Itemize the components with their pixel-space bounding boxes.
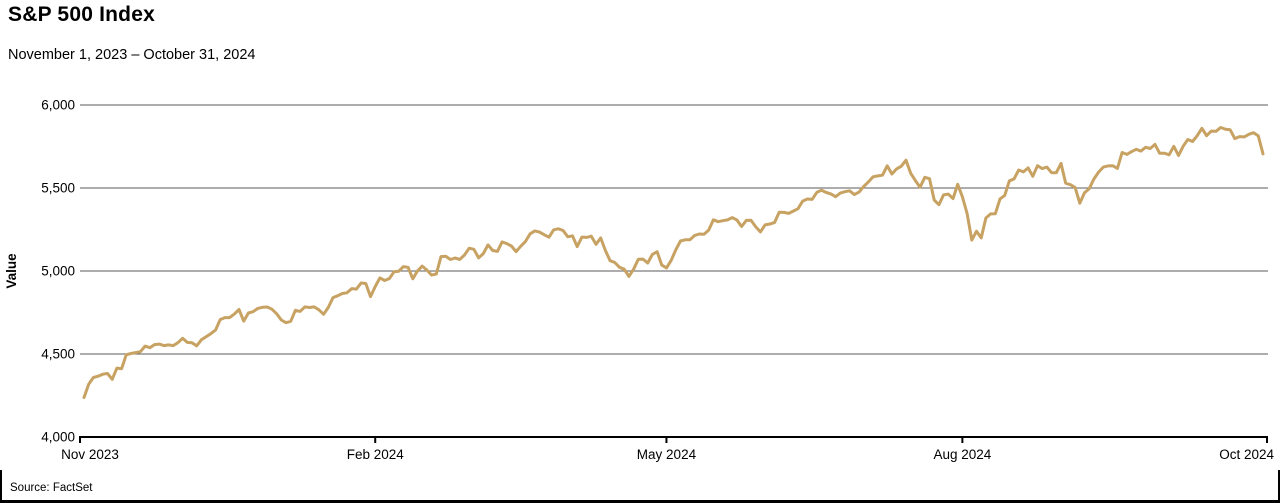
y-tick-label: 6,000 [41,98,75,113]
page-title: S&P 500 Index [8,3,155,26]
chart-subtitle: November 1, 2023 – October 31, 2024 [8,47,256,63]
x-tick-label: Feb 2024 [347,447,405,462]
x-tick-label: Aug 2024 [933,447,991,462]
y-tick-label: 5,500 [41,181,75,196]
x-tick-label: Oct 2024 [1219,447,1274,462]
price-line-series [82,126,1265,399]
y-axis-title: Value [4,253,19,289]
x-tick-label: May 2024 [637,447,697,462]
y-axis-tick-labels: 4,000 4,500 5,000 5,500 6,000 [41,98,75,445]
x-tick-label: Nov 2023 [61,447,119,462]
y-tick-label: 4,500 [41,347,75,362]
footer-bar: Source: FactSet [0,470,1280,503]
y-tick-label: 4,000 [41,430,75,445]
sp500-price-line [82,126,1265,399]
x-axis-tick-labels: Nov 2023 Feb 2024 May 2024 Aug 2024 Oct 2024 [61,447,1274,462]
y-tick-label: 5,000 [41,264,75,279]
x-axis [79,436,1268,443]
source-attribution: Source: FactSet [10,482,93,494]
gridlines [80,104,1268,355]
